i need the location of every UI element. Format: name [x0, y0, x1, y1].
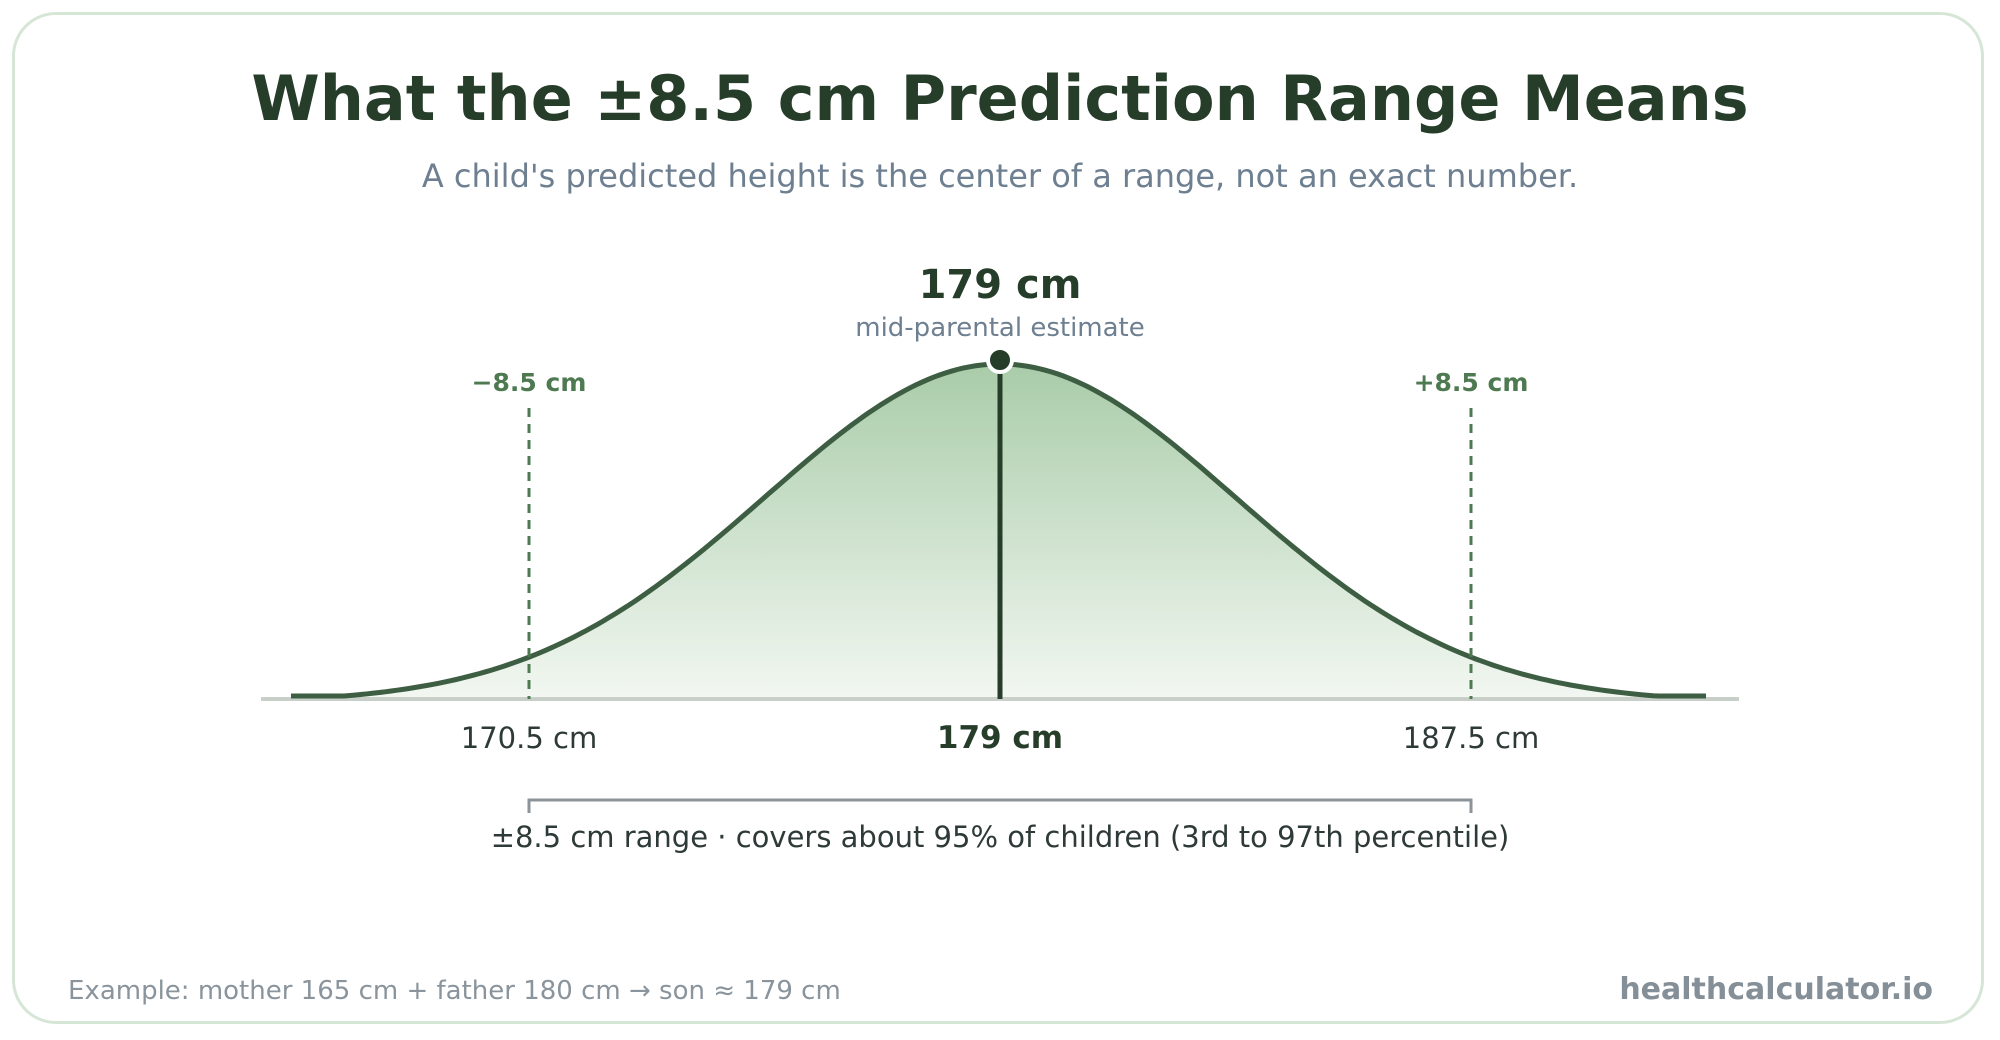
- footer-example: Example: mother 165 cm + father 180 cm →…: [68, 976, 841, 1006]
- tick-label-upper: 187.5 cm: [1403, 721, 1539, 755]
- tick-label-lower: 170.5 cm: [461, 721, 597, 755]
- peak-marker: [986, 346, 1014, 374]
- page-subtitle: A child's predicted height is the center…: [422, 157, 1578, 195]
- upper-offset-label: +8.5 cm: [1414, 368, 1529, 397]
- tick-label-center: 179 cm: [937, 720, 1063, 756]
- page-title: What the ±8.5 cm Prediction Range Means: [251, 62, 1748, 135]
- range-caption: ±8.5 cm range · covers about 95% of chil…: [491, 820, 1510, 854]
- footer-brand: healthcalculator.io: [1619, 972, 1933, 1007]
- lower-offset-label: −8.5 cm: [472, 368, 587, 397]
- peak-caption: mid-parental estimate: [855, 313, 1145, 343]
- peak-value-label: 179 cm: [919, 262, 1082, 308]
- range-bracket: [527, 798, 1473, 813]
